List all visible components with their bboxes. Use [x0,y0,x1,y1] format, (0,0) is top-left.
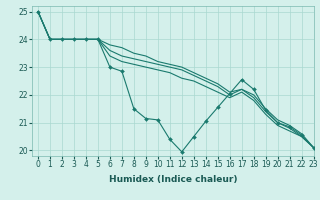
X-axis label: Humidex (Indice chaleur): Humidex (Indice chaleur) [108,175,237,184]
